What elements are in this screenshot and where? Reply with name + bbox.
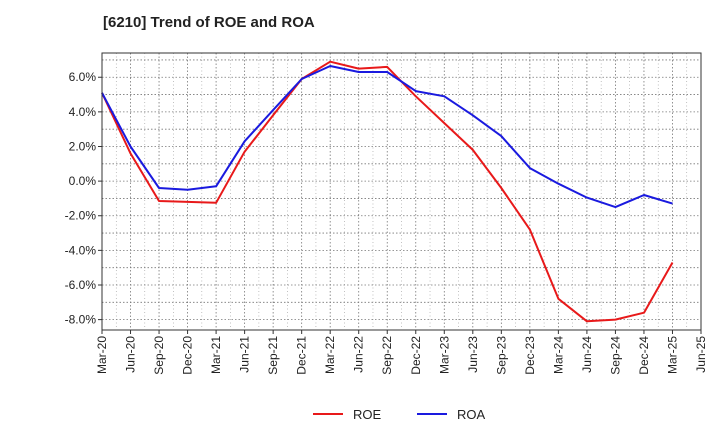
x-tick-label: Sep-20 [152, 336, 166, 375]
y-tick-label: -4.0% [65, 243, 97, 257]
chart-title: [6210] Trend of ROE and ROA [103, 14, 315, 31]
x-tick-label: Dec-22 [409, 336, 423, 375]
y-tick-label: -6.0% [65, 278, 97, 292]
x-tick-label: Dec-20 [181, 336, 195, 375]
x-tick-label: Jun-25 [694, 336, 708, 373]
plot-area-border [101, 52, 702, 331]
x-tick-label: Mar-23 [437, 336, 451, 374]
x-tick-label: Dec-24 [637, 336, 651, 375]
x-tick-label: Jun-21 [238, 336, 252, 373]
x-tick-label: Dec-21 [295, 336, 309, 375]
series-line-roa [101, 65, 673, 209]
y-tick-label: -8.0% [65, 313, 97, 327]
x-tick-label: Mar-24 [551, 336, 565, 374]
x-tick-label: Mar-20 [95, 336, 109, 374]
x-tick-label: Jun-24 [580, 336, 594, 373]
x-tick-label: Mar-22 [323, 336, 337, 374]
x-tick-label: Jun-23 [466, 336, 480, 373]
data-series [101, 60, 674, 323]
x-tick-label: Jun-22 [352, 336, 366, 373]
x-tick-label: Jun-20 [124, 336, 138, 373]
legend: ROE ROA [313, 407, 486, 422]
grid-lines [101, 53, 702, 330]
y-tick-label: 2.0% [69, 139, 97, 153]
x-tick-label: Sep-21 [266, 336, 280, 375]
y-tick-label: 4.0% [69, 105, 97, 119]
legend-label-roa: ROA [457, 407, 486, 422]
x-tick-label: Mar-25 [665, 336, 679, 374]
y-tick-label: 6.0% [69, 70, 97, 84]
x-tick-label: Dec-23 [523, 336, 537, 375]
series-line-roe [101, 60, 674, 323]
y-tick-label: -2.0% [65, 209, 97, 223]
x-tick-label: Sep-23 [494, 336, 508, 375]
x-tick-label: Sep-22 [380, 336, 394, 375]
axes: 6.0% 4.0% 2.0% 0.0% -2.0% -4.0% -6.0% -8.0% Mar-… [65, 70, 708, 374]
legend-label-roe: ROE [353, 407, 382, 422]
x-tick-label: Sep-24 [608, 336, 622, 375]
y-tick-label: 0.0% [69, 174, 97, 188]
x-tick-label: Mar-21 [209, 336, 223, 374]
